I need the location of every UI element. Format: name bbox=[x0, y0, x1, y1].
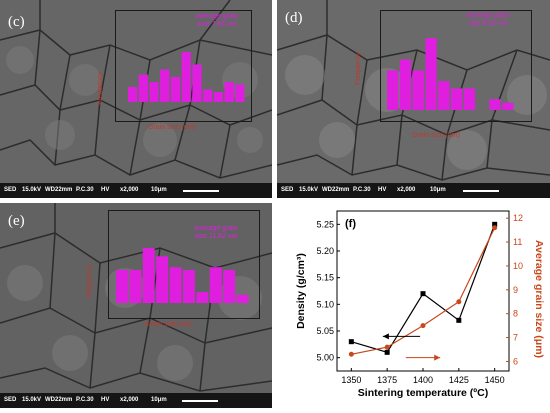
histogram-bar bbox=[235, 84, 245, 102]
density-point bbox=[420, 291, 426, 297]
inset-histogram-d bbox=[380, 10, 532, 122]
histogram-bar bbox=[183, 270, 195, 303]
sem-panel-d: (d) average grain size 8.52 um Frequency… bbox=[277, 0, 550, 198]
grain-size-point bbox=[420, 323, 426, 329]
histogram-bar bbox=[128, 87, 138, 102]
density-point bbox=[348, 339, 354, 345]
histogram-bar bbox=[170, 77, 181, 102]
histogram-bar bbox=[236, 294, 249, 303]
histogram-bar bbox=[213, 92, 224, 102]
inset-title-e: Average grain size 11.62 um bbox=[194, 225, 238, 240]
histogram-bar bbox=[425, 38, 437, 110]
left-y-tick-label: 5.05 bbox=[316, 326, 334, 336]
histogram-bar bbox=[451, 88, 463, 110]
chart-panel-f: 1350 1375 1400 1425 1450 5.00 5.05 5.10 5.15 5.20… bbox=[277, 203, 550, 408]
panel-label-f: (f) bbox=[345, 218, 356, 230]
inset-title-c: average grain size 7.66 um bbox=[195, 13, 239, 28]
inset-xlabel-c: Grain size (um) bbox=[148, 124, 196, 131]
scale-bar-e bbox=[182, 400, 218, 402]
right-y-tick-label: 10 bbox=[513, 261, 523, 271]
histogram-bar bbox=[129, 270, 142, 303]
histogram-bar bbox=[160, 69, 170, 102]
left-y-tick-label: 5.20 bbox=[316, 246, 334, 256]
density-point bbox=[492, 221, 498, 227]
sem-footer-e: SED 15.0kV WD22mm P.C.30 HV x2,000 10μm bbox=[0, 393, 272, 408]
histogram-bar bbox=[224, 82, 234, 102]
histogram-bar bbox=[203, 89, 213, 102]
histogram-bar bbox=[463, 88, 476, 110]
panel-label-c: (c) bbox=[8, 14, 25, 30]
histogram-bar bbox=[138, 74, 148, 102]
inset-xlabel-d: Grain size (um) bbox=[412, 132, 460, 139]
histogram-bar bbox=[149, 82, 159, 102]
right-y-tick-label: 8 bbox=[513, 309, 518, 319]
x-tick-label: 1425 bbox=[449, 375, 469, 385]
series-line-left bbox=[351, 224, 496, 354]
histogram-bar bbox=[412, 70, 424, 110]
right-y-tick-label: 11 bbox=[513, 237, 522, 247]
left-y-tick-label: 5.15 bbox=[316, 273, 334, 283]
scale-bar-d bbox=[463, 190, 499, 192]
density-point bbox=[384, 349, 390, 355]
inset-bars-e bbox=[116, 248, 249, 303]
histogram-bar bbox=[209, 267, 222, 303]
sem-footer-c: SED 15.0kV WD22mm P.C.30 HV x2,000 10μm bbox=[0, 183, 272, 198]
grain-size-point bbox=[492, 225, 498, 231]
histogram-bar bbox=[116, 270, 128, 303]
inset-title-d: average grain size 8.52 um bbox=[466, 12, 510, 27]
histogram-bar bbox=[181, 52, 191, 102]
x-tick-label: 1350 bbox=[341, 375, 361, 385]
density-point bbox=[456, 317, 462, 323]
right-arrowhead bbox=[434, 354, 441, 361]
density-grain-size-chart: 1350 1375 1400 1425 1450 5.00 5.05 5.10 5.15 5.20… bbox=[295, 210, 545, 399]
sem-panel-e: (e) Average grain size 11.62 um Frequenc… bbox=[0, 203, 272, 408]
sem-panel-c: (c) average grain size 7.66 um Frequency… bbox=[0, 0, 272, 198]
inset-histogram-c bbox=[115, 10, 252, 122]
inset-xlabel-e: Grain size (um) bbox=[145, 321, 193, 328]
histogram-bar bbox=[438, 81, 450, 110]
right-y-tick-label: 9 bbox=[513, 285, 518, 295]
grain-size-point bbox=[348, 351, 354, 357]
series-line-right bbox=[351, 227, 496, 355]
histogram-bar bbox=[156, 256, 169, 303]
scale-bar-c bbox=[183, 190, 219, 192]
grain-size-point bbox=[384, 344, 390, 350]
x-tick-label: 1400 bbox=[413, 375, 433, 385]
left-y-tick-label: 5.25 bbox=[316, 219, 334, 229]
histogram-bar bbox=[142, 248, 155, 303]
histogram-bar bbox=[399, 59, 412, 110]
right-y-tick-label: 12 bbox=[513, 213, 523, 223]
x-tick-label: 1450 bbox=[485, 375, 505, 385]
histogram-bar bbox=[489, 99, 501, 110]
inset-histogram-e bbox=[108, 210, 260, 319]
histogram-bar bbox=[387, 70, 399, 110]
left-y-tick-label: 5.10 bbox=[316, 299, 334, 309]
sem-footer-d: SED 15.0kV WD22mm P.C.30 HV x2,000 10μm bbox=[277, 183, 550, 198]
plot-frame bbox=[336, 210, 510, 372]
right-y-tick-label: 6 bbox=[513, 356, 518, 366]
histogram-bar bbox=[192, 64, 202, 102]
left-y-tick-label: 5.00 bbox=[316, 353, 334, 363]
grain-size-point bbox=[456, 299, 462, 305]
histogram-bar bbox=[502, 102, 514, 110]
left-arrowhead bbox=[382, 333, 389, 340]
right-y-axis-label: Average grain size (μm) bbox=[533, 240, 545, 358]
histogram-bar bbox=[196, 292, 209, 303]
panel-label-d: (d) bbox=[285, 10, 303, 26]
x-tick-label: 1375 bbox=[377, 375, 397, 385]
right-y-tick-label: 7 bbox=[513, 333, 518, 343]
panel-label-e: (e) bbox=[8, 213, 25, 229]
left-y-axis-label: Density (g/cm³) bbox=[295, 253, 307, 329]
inset-bars-d bbox=[387, 38, 514, 110]
histogram-bar bbox=[169, 267, 182, 303]
inset-bars-c bbox=[128, 52, 245, 102]
histogram-bar bbox=[223, 270, 236, 303]
x-axis-label: Sintering temperature (ºC) bbox=[358, 387, 488, 399]
